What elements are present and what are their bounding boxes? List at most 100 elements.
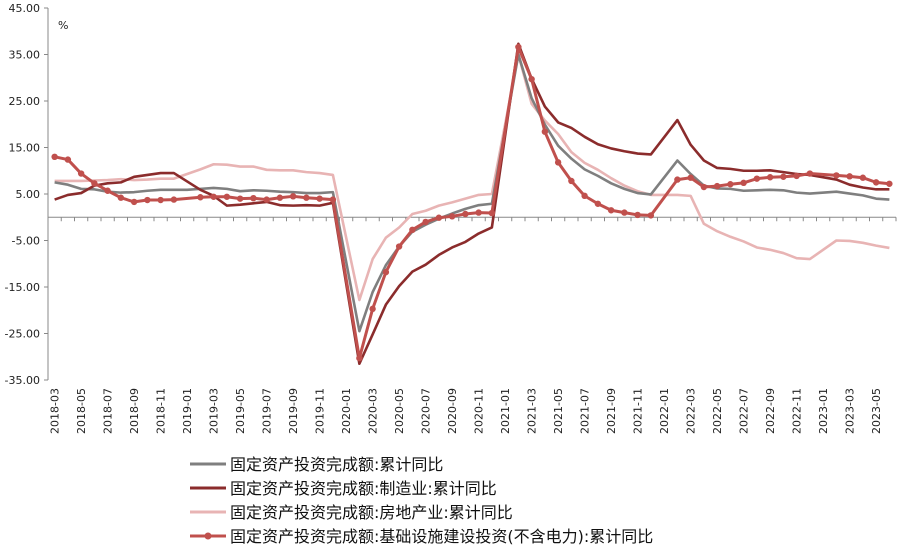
x-tick-label: 2023-03 (844, 388, 857, 434)
data-point (144, 196, 151, 204)
legend-marker (204, 532, 212, 540)
data-point (409, 226, 416, 234)
data-point (621, 209, 628, 216)
data-point (766, 174, 774, 181)
data-point (170, 196, 178, 203)
x-tick-label: 2019-03 (208, 388, 221, 434)
x-tick-label: 2022-05 (711, 388, 724, 434)
data-point (422, 218, 429, 226)
data-point (833, 172, 840, 179)
x-tick-label: 2020-09 (446, 388, 459, 434)
series-layer (51, 42, 893, 366)
data-point (77, 170, 85, 177)
y-tick-labels: 45.00 35.00 25.00 15.00 5.00 -5.00 -15.00 -25.0… (5, 2, 48, 387)
y-tick-label: -5.00 (12, 235, 40, 248)
data-point (448, 213, 456, 220)
data-point (276, 194, 284, 201)
x-tick-label: 2022-11 (791, 388, 804, 434)
unit-label: % (58, 19, 68, 32)
x-tick-label: 2018-05 (75, 388, 88, 434)
series-line-1 (54, 42, 890, 366)
data-point (91, 180, 98, 187)
legend-label: 固定资产投资完成额:制造业:累计同比 (230, 479, 497, 498)
x-tick-label: 2019-07 (261, 388, 274, 434)
data-point (700, 183, 708, 191)
data-point (687, 174, 694, 181)
data-point (674, 176, 681, 183)
data-point (515, 43, 522, 51)
data-point (554, 159, 562, 166)
x-tick-label: 2022-09 (764, 388, 777, 434)
data-point (236, 195, 244, 202)
x-tick-label: 2023-01 (817, 388, 830, 434)
data-point (607, 207, 615, 214)
data-point (594, 200, 602, 207)
data-point (316, 195, 323, 202)
data-point (713, 182, 721, 190)
data-point (886, 180, 893, 187)
data-point (753, 175, 761, 182)
y-tick-label: 45.00 (9, 2, 41, 15)
data-point (197, 194, 204, 201)
x-tick-labels: 2018-03 2018-05 2018-07 2018-09 2018-11 2019-… (47, 217, 897, 434)
x-tick-label: 2019-05 (234, 388, 247, 434)
data-point (859, 174, 867, 181)
data-point (395, 243, 403, 250)
legend-label: 固定资产投资完成额:累计同比 (230, 455, 443, 474)
data-point (51, 153, 58, 160)
x-tick-label: 2022-07 (738, 388, 751, 434)
data-point (303, 194, 310, 201)
x-tick-label: 2020-11 (473, 388, 486, 434)
x-tick-label: 2018-03 (49, 388, 62, 434)
x-tick-label: 2021-05 (552, 388, 565, 434)
data-point (793, 172, 800, 180)
data-point (369, 305, 376, 313)
data-point (104, 187, 111, 194)
data-point (581, 192, 588, 200)
y-tick-label: 35.00 (9, 49, 41, 62)
x-tick-label: 2022-03 (685, 388, 698, 434)
data-point (250, 194, 257, 202)
series-line-2 (54, 53, 890, 302)
x-tick-label: 2021-03 (526, 388, 539, 434)
data-point (528, 75, 535, 83)
x-tick-label: 2019-01 (181, 388, 194, 434)
data-point (475, 209, 482, 216)
data-point (210, 193, 217, 200)
y-tick-label: 5.00 (16, 188, 41, 201)
legend-label: 固定资产投资完成额:基础设施建设投资(不含电力):累计同比 (230, 527, 653, 546)
data-point (329, 196, 337, 203)
data-point (727, 181, 734, 188)
x-tick-label: 2020-07 (420, 388, 433, 434)
y-tick-label: -35.00 (5, 374, 40, 387)
series-line-0 (54, 53, 890, 333)
data-point (223, 193, 231, 200)
data-point (634, 211, 641, 219)
x-tick-label: 2021-07 (579, 388, 592, 434)
y-tick-label: 15.00 (9, 142, 41, 155)
data-point (541, 128, 549, 135)
data-point (289, 193, 297, 200)
legend-label: 固定资产投资完成额:房地产业:累计同比 (230, 503, 513, 522)
x-tick-label: 2020-05 (393, 388, 406, 434)
x-tick-label: 2020-03 (367, 388, 380, 434)
data-point (382, 268, 390, 276)
x-tick-label: 2018-11 (155, 388, 168, 434)
x-tick-label: 2021-01 (499, 388, 512, 434)
x-tick-label: 2018-09 (128, 388, 141, 434)
data-point (568, 177, 575, 185)
x-tick-label: 2021-11 (632, 388, 645, 434)
data-point (64, 156, 72, 163)
x-tick-label: 2018-07 (102, 388, 115, 434)
y-tick-label: -25.00 (5, 328, 40, 341)
series-line-3 (54, 45, 890, 360)
data-point (846, 173, 853, 180)
data-point (872, 179, 880, 186)
x-tick-label: 2022-01 (658, 388, 671, 434)
x-tick-label: 2021-09 (605, 388, 618, 434)
x-tick-label: 2023-05 (870, 388, 883, 434)
y-tick-label: -15.00 (5, 281, 40, 294)
x-tick-label: 2019-11 (314, 388, 327, 434)
y-tick-label: 25.00 (9, 95, 41, 108)
